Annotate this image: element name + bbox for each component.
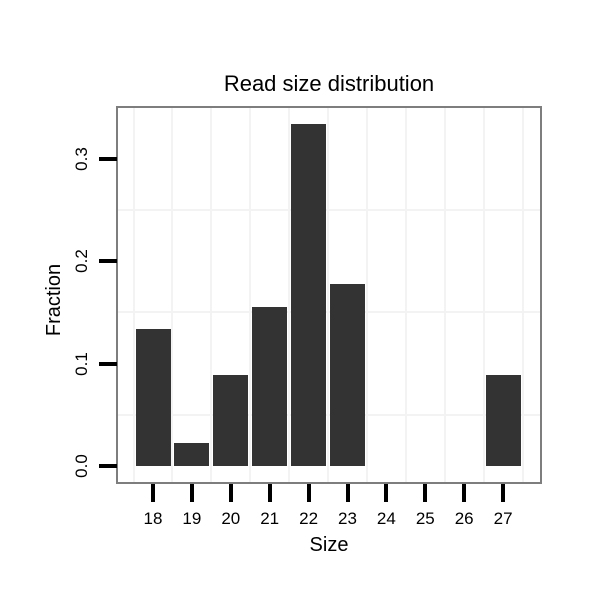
x-tick-mark (151, 484, 155, 502)
bar (330, 283, 365, 466)
x-tick-mark (189, 484, 194, 502)
minor-gridline-vertical (443, 108, 446, 482)
x-tick-label: 19 (182, 509, 202, 528)
x-tick-mark (462, 484, 467, 502)
bar (174, 443, 210, 466)
bar (213, 374, 249, 466)
y-tick-mark (99, 361, 117, 366)
x-tick-mark (384, 484, 389, 502)
x-tick-mark (423, 484, 428, 502)
minor-gridline-vertical (521, 108, 524, 482)
x-tick-label: 20 (221, 509, 241, 528)
x-tick-mark (228, 484, 233, 502)
bar (252, 306, 288, 466)
minor-gridline-vertical (210, 108, 213, 482)
minor-gridline-vertical (288, 108, 291, 482)
y-tick-mark (99, 259, 117, 263)
plot-panel (116, 106, 542, 484)
minor-gridline-vertical (132, 108, 135, 482)
x-axis-title: Size (309, 534, 349, 556)
x-tick-mark (345, 484, 350, 502)
chart-title: Read size distribution (223, 71, 435, 96)
x-tick-label: 22 (299, 509, 319, 528)
minor-gridline-vertical (404, 108, 407, 482)
bar (135, 329, 171, 466)
x-tick-label: 27 (493, 509, 513, 528)
y-axis-title: Fraction (43, 263, 65, 337)
x-tick-mark (306, 484, 311, 502)
x-tick-label: 25 (415, 509, 435, 528)
x-tick-label: 26 (454, 509, 474, 528)
y-tick-mark (99, 156, 117, 161)
bar (291, 124, 327, 466)
minor-gridline-vertical (327, 108, 330, 482)
y-tick-label: 0.2 (72, 249, 91, 273)
x-tick-label: 18 (143, 509, 163, 528)
minor-gridline-horizontal (118, 208, 540, 211)
minor-gridline-vertical (171, 108, 174, 482)
y-tick-label: 0.0 (72, 454, 91, 478)
bar (485, 374, 521, 466)
minor-gridline-vertical (365, 108, 368, 482)
x-tick-mark (267, 484, 272, 502)
x-tick-label: 21 (260, 509, 280, 528)
minor-gridline-horizontal (118, 413, 540, 416)
y-tick-label: 0.3 (72, 146, 91, 171)
x-tick-label: 23 (338, 509, 357, 528)
minor-gridline-horizontal (118, 311, 540, 314)
minor-gridline-vertical (249, 108, 252, 482)
y-tick-label: 0.1 (72, 351, 91, 376)
x-tick-label: 24 (376, 509, 396, 528)
y-tick-mark (99, 464, 117, 468)
x-tick-mark (501, 484, 506, 502)
minor-gridline-vertical (482, 108, 485, 482)
